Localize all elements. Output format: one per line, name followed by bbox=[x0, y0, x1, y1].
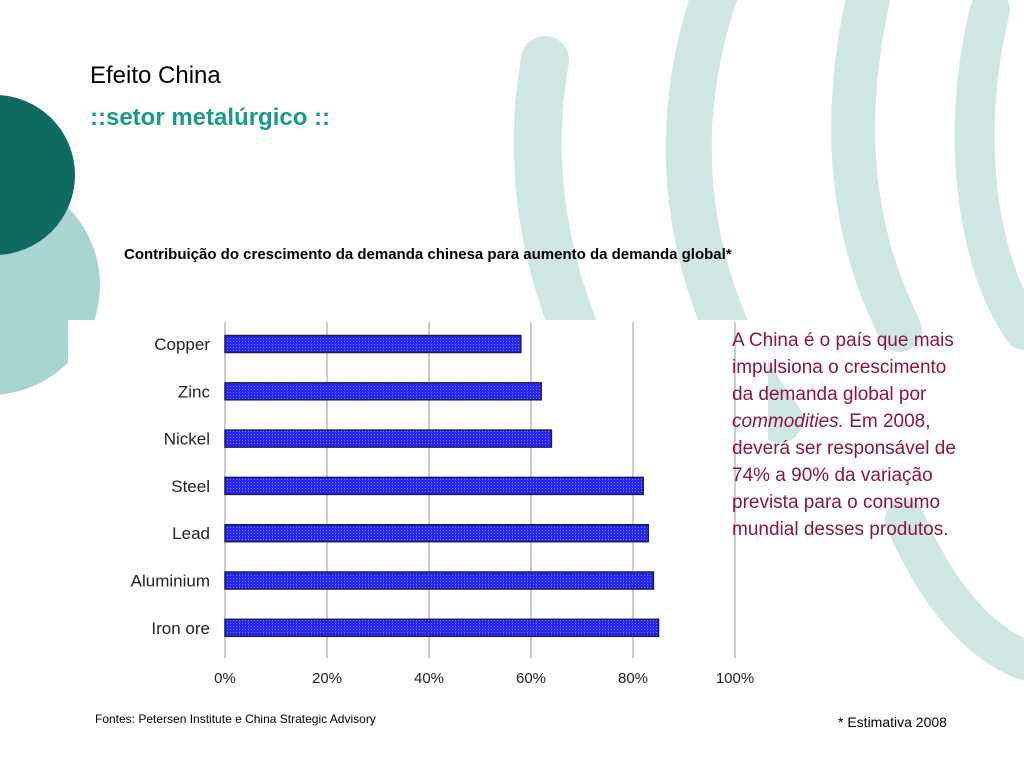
source-note: Fontes: Petersen Institute e China Strat… bbox=[95, 712, 376, 726]
x-tick-label: 20% bbox=[312, 670, 342, 687]
category-label: Nickel bbox=[164, 430, 210, 449]
side-text-part-1: A China é o país que mais impulsiona o c… bbox=[732, 330, 954, 405]
slide-title: Efeito China bbox=[90, 62, 221, 89]
bar-steel bbox=[224, 476, 644, 496]
bar-aluminium bbox=[224, 571, 655, 590]
category-label: Steel bbox=[171, 477, 210, 496]
bar-nickel bbox=[224, 429, 553, 448]
chart-x-tick-labels: 0% 20% 40% 60% 80% 100% bbox=[214, 670, 754, 687]
slide-subtitle: ::setor metalúrgico :: bbox=[90, 104, 331, 131]
side-text-italic: commodities. bbox=[732, 411, 844, 432]
side-commentary: A China é o país que mais impulsiona o c… bbox=[732, 327, 972, 543]
bar-lead bbox=[224, 523, 650, 543]
x-tick-label: 80% bbox=[618, 670, 648, 687]
x-tick-label: 0% bbox=[214, 670, 236, 687]
chart-caption: Contribuição do crescimento da demanda c… bbox=[124, 246, 732, 263]
side-text-part-2: Em 2008, deverá ser responsável de 74% a… bbox=[732, 411, 956, 540]
estimate-footnote: * Estimativa 2008 bbox=[838, 714, 947, 730]
chart-panel: Copper Zinc Nickel Steel Lead Aluminium Iron o… bbox=[68, 320, 768, 690]
bar-chart: Copper Zinc Nickel Steel Lead Aluminium Iron o… bbox=[131, 322, 754, 687]
category-label: Zinc bbox=[178, 382, 211, 401]
bar-zinc bbox=[224, 382, 542, 401]
chart-category-labels: Copper Zinc Nickel Steel Lead Aluminium Iron o… bbox=[131, 335, 211, 638]
bar-copper bbox=[224, 334, 522, 354]
x-tick-label: 40% bbox=[414, 670, 444, 687]
x-tick-label: 60% bbox=[516, 670, 546, 687]
category-label: Iron ore bbox=[151, 619, 210, 638]
category-label: Aluminium bbox=[131, 572, 210, 591]
category-label: Copper bbox=[154, 335, 210, 354]
bar-iron-ore bbox=[224, 618, 660, 638]
teal-circle-dark bbox=[0, 95, 75, 255]
category-label: Lead bbox=[172, 524, 210, 543]
x-tick-label: 100% bbox=[716, 670, 754, 687]
chart-bars bbox=[224, 334, 660, 638]
